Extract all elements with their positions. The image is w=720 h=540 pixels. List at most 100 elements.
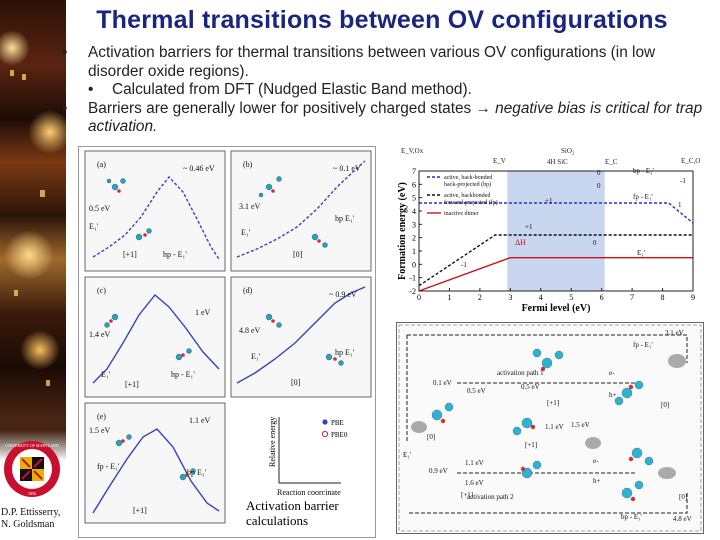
y-tick-label: 2 — [412, 234, 416, 243]
series-line-1 — [418, 234, 693, 287]
charge-annotation: 0 — [597, 169, 601, 177]
university-seal-icon: UNIVERSITY OF MARYLAND 1856 — [4, 441, 60, 497]
bullet-marker: • — [62, 99, 68, 117]
charge-annotation: 1 — [678, 201, 682, 209]
y-tick-label: 0 — [412, 260, 416, 269]
panel-a-label: (a) — [97, 160, 106, 169]
path2-label: activation path 2 — [467, 493, 514, 501]
charge-label: [+1] — [525, 441, 537, 449]
barrier-label: 0.5 eV — [467, 387, 486, 395]
panel-d-label: (d) — [243, 286, 253, 295]
state-label: E₁' — [403, 451, 411, 459]
panel-b-barrier: ~ 0.1 eV — [333, 164, 361, 173]
molecule-sketches — [104, 176, 344, 481]
neb-panels-svg: (a) ~ 0.46 eV 0.5 eV [+1] E₁' hp - E₁' (… — [84, 150, 372, 524]
activation-path-diagram: activation path 1 activation path 2 [+1]… — [396, 322, 704, 534]
panel-c-label: (c) — [97, 286, 106, 295]
panel-c-state-2: hp - E₁' — [171, 370, 195, 379]
carrier-label: h+ — [593, 477, 601, 485]
charge-label: [+1] — [547, 399, 559, 407]
charge-annotation: 0 — [593, 239, 597, 247]
panel-c-barrier2: 1.4 eV — [89, 330, 111, 339]
legend-entry: forward-projected (fp) — [444, 199, 498, 206]
label-ev-ox: E_V,Ox — [401, 147, 424, 155]
bullet-emphasis: negative bias is critical for trap activ… — [88, 99, 703, 136]
panel-b-state-2: E₁' — [241, 228, 251, 237]
series-line-0 — [419, 202, 694, 224]
charge-label: [0] — [427, 433, 435, 441]
panel-a-barrier: ~ 0.46 eV — [183, 164, 215, 173]
panel-b-frame — [230, 150, 372, 272]
panel-e-curve — [92, 428, 220, 514]
panel-e-state-2: bp E₁' — [187, 468, 207, 477]
neb-panels-figure: (a) ~ 0.46 eV 0.5 eV [+1] E₁' hp - E₁' (… — [78, 146, 376, 538]
bullet-text: Barriers are generally lower for positiv… — [88, 99, 496, 117]
y-tick-label: 7 — [412, 167, 416, 176]
panel-b-label: (b) — [243, 160, 253, 169]
path1-label: activation path 1 — [497, 369, 544, 377]
label-sio2: SiO₂ — [561, 147, 575, 155]
delta-h-label: ΔH — [515, 238, 526, 247]
panel-b-charge: [0] — [293, 250, 303, 259]
defect-structures — [411, 348, 686, 502]
activation-path-svg: activation path 1 activation path 2 [+1]… — [398, 324, 702, 532]
charge-label: [+1] — [461, 491, 473, 499]
barrier-label: 0.5 eV — [521, 383, 540, 391]
x-tick-label: 9 — [691, 293, 695, 302]
bullet-item: • Barriers are generally lower for posit… — [62, 100, 712, 137]
panel-c-charge: [+1] — [125, 380, 139, 389]
y-tick-label: 1 — [412, 247, 416, 256]
barrier-label: 1.6 eV — [465, 479, 484, 487]
x-tick-label: 4 — [539, 293, 543, 302]
y-tick-label: 6 — [412, 180, 416, 189]
y-tick-label: 5 — [412, 194, 416, 203]
charge-label: [0] — [679, 493, 687, 501]
panel-a-barrier2: 0.5 eV — [89, 204, 111, 213]
panel-a-frame — [84, 150, 226, 272]
panel-b-curve — [236, 160, 366, 258]
y-tick-label: -2 — [409, 287, 416, 296]
bullet-marker: • — [62, 44, 68, 61]
panel-a-state-1: E₁' — [89, 222, 99, 231]
y-tick-label: -1 — [409, 274, 416, 283]
author-credit: D.P. Ettisserry, N. Goldsman — [1, 507, 61, 530]
panel-d-barrier2: 4.8 eV — [239, 326, 261, 335]
panel-d-charge: [0] — [291, 378, 301, 387]
panel-a-charge: [+1] — [123, 250, 137, 259]
label-4h-sic: 4H SiC — [547, 158, 568, 166]
formation-energy-svg: 0 1 2 3 4 5 6 7 8 9 -2 -1 0 1 2 3 4 5 6 7 Fermi level (eV)… — [397, 147, 700, 314]
x-tick-label: 0 — [417, 293, 421, 302]
legend-pbe-marker — [322, 419, 328, 425]
carrier-label: e- — [593, 457, 599, 465]
panel-e-state-1: fp - E₁' — [97, 462, 120, 471]
state-label: bp - E₁' — [633, 167, 654, 175]
y-tick-label: 4 — [412, 207, 416, 216]
panel-c-barrier: 1 eV — [195, 308, 211, 317]
barrier-label: 4.8 eV — [673, 515, 692, 523]
state-label: bp - E₁' — [621, 513, 642, 521]
x-tick-label: 6 — [600, 293, 604, 302]
state-label: E₁' — [637, 249, 645, 257]
bullet-marker: • — [88, 81, 94, 98]
carrier-label: h+ — [609, 391, 617, 399]
legend-entry: inactive dimer — [444, 211, 479, 217]
legend-pbe0: PBE0 — [331, 431, 348, 439]
barrier-label: 1.1 eV — [465, 459, 484, 467]
panel-e-charge: [+1] — [133, 506, 147, 515]
barrier-label: 0.9 eV — [429, 467, 448, 475]
legend-pbe: PBE — [331, 419, 344, 427]
charge-annotations: 0 0 -1 +1 +1 0 ΔH -1 bp - E₁' fp - E₁' E… — [461, 167, 686, 269]
label-ec: E_C — [605, 158, 618, 166]
panel-d-barrier: ~ 0.9 eV — [329, 290, 357, 299]
x-tick-label: 8 — [661, 293, 665, 302]
formation-energy-chart: 0 1 2 3 4 5 6 7 8 9 -2 -1 0 1 2 3 4 5 6 7 Fermi level (eV)… — [397, 143, 700, 315]
legend-pbe0-marker — [321, 430, 329, 438]
barrier-label: 1.5 eV — [571, 421, 590, 429]
panel-c-curve — [92, 293, 220, 384]
legend-entry: active, backbonded — [444, 193, 490, 199]
panel-a-state-2: hp - E₁' — [163, 250, 187, 259]
panel-c-frame — [84, 276, 226, 398]
panel-d-curve — [236, 286, 366, 384]
figure-caption: Activation barrier calculations — [246, 498, 339, 528]
seal-text: UNIVERSITY OF MARYLAND — [5, 443, 59, 448]
